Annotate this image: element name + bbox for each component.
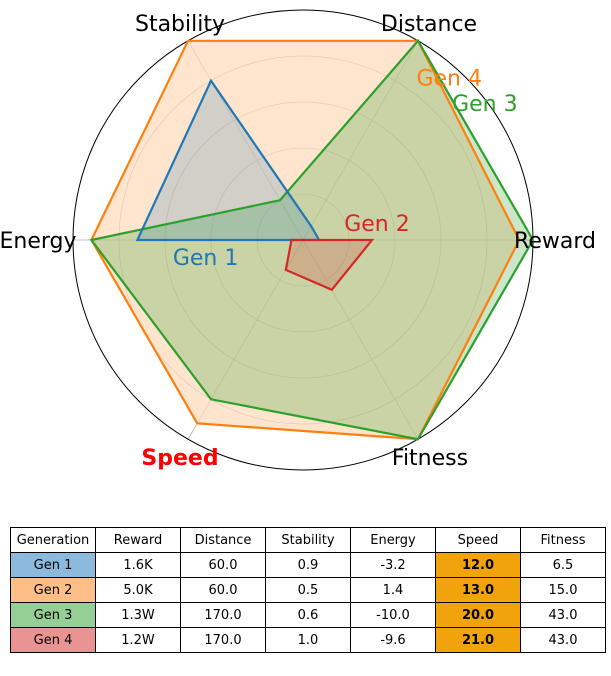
axis-label-fitness: Fitness <box>392 446 468 471</box>
cell-stability: 0.6 <box>265 602 351 628</box>
row-generation-cell: Gen 1 <box>10 552 96 578</box>
radar-axis-labels: Reward Distance Stability Energy Speed Fitnes… <box>0 12 596 471</box>
axis-label-energy: Energy <box>0 229 77 254</box>
cell-reward: 1.2W <box>95 627 181 653</box>
table-header-row: Generation Reward Distance Stability Energy S… <box>10 527 606 553</box>
cell-fitness: 6.5 <box>520 552 606 578</box>
generation-table: Generation Reward Distance Stability Energy S… <box>10 527 606 653</box>
cell-energy: -9.6 <box>350 627 436 653</box>
cell-fitness: 43.0 <box>520 602 606 628</box>
cell-reward: 1.3W <box>95 602 181 628</box>
row-generation-cell: Gen 4 <box>10 627 96 653</box>
cell-speed: 21.0 <box>435 627 521 653</box>
table-row: Gen 1 1.6K 60.0 0.9 -3.2 12.0 6.5 <box>10 552 606 578</box>
series-fill-gen-1 <box>137 80 320 240</box>
cell-energy: -3.2 <box>350 552 436 578</box>
cell-fitness: 15.0 <box>520 577 606 603</box>
series-fill-gen-2 <box>285 240 372 290</box>
cell-reward: 1.6K <box>95 552 181 578</box>
header-reward: Reward <box>95 527 181 553</box>
cell-distance: 60.0 <box>180 577 266 603</box>
cell-distance: 170.0 <box>180 602 266 628</box>
axis-label-reward: Reward <box>514 229 596 254</box>
cell-reward: 5.0K <box>95 577 181 603</box>
cell-speed: 13.0 <box>435 577 521 603</box>
header-speed: Speed <box>435 527 521 553</box>
cell-energy: 1.4 <box>350 577 436 603</box>
series-label-gen-1: Gen 1 <box>173 246 239 271</box>
cell-speed: 20.0 <box>435 602 521 628</box>
header-distance: Distance <box>180 527 266 553</box>
table-row: Gen 3 1.3W 170.0 0.6 -10.0 20.0 43.0 <box>10 602 606 628</box>
header-generation: Generation <box>10 527 96 553</box>
radar-chart: Reward Distance Stability Energy Speed Fitnes… <box>0 9 596 471</box>
series-line-gen-3 <box>89 38 535 441</box>
radar-series <box>89 38 535 441</box>
cell-speed: 12.0 <box>435 552 521 578</box>
data-table: Generation Reward Distance Stability Energy S… <box>10 527 606 653</box>
table-row: Gen 2 5.0K 60.0 0.5 1.4 13.0 15.0 <box>10 577 606 603</box>
series-line-gen-2 <box>284 238 375 292</box>
cell-distance: 170.0 <box>180 627 266 653</box>
cell-stability: 1.0 <box>265 627 351 653</box>
row-generation-cell: Gen 3 <box>10 602 96 628</box>
cell-energy: -10.0 <box>350 602 436 628</box>
axis-label-distance: Distance <box>381 12 477 37</box>
header-stability: Stability <box>265 527 351 553</box>
header-energy: Energy <box>350 527 436 553</box>
series-label-gen-3: Gen 3 <box>452 92 518 117</box>
header-fitness: Fitness <box>520 527 606 553</box>
table-row: Gen 4 1.2W 170.0 1.0 -9.6 21.0 43.0 <box>10 627 606 653</box>
row-generation-cell: Gen 2 <box>10 577 96 603</box>
series-label-gen-4: Gen 4 <box>416 67 482 92</box>
axis-label-stability: Stability <box>135 12 225 37</box>
axis-label-speed: Speed <box>141 446 218 471</box>
cell-stability: 0.5 <box>265 577 351 603</box>
cell-fitness: 43.0 <box>520 627 606 653</box>
cell-stability: 0.9 <box>265 552 351 578</box>
series-label-gen-2: Gen 2 <box>344 212 410 237</box>
cell-distance: 60.0 <box>180 552 266 578</box>
